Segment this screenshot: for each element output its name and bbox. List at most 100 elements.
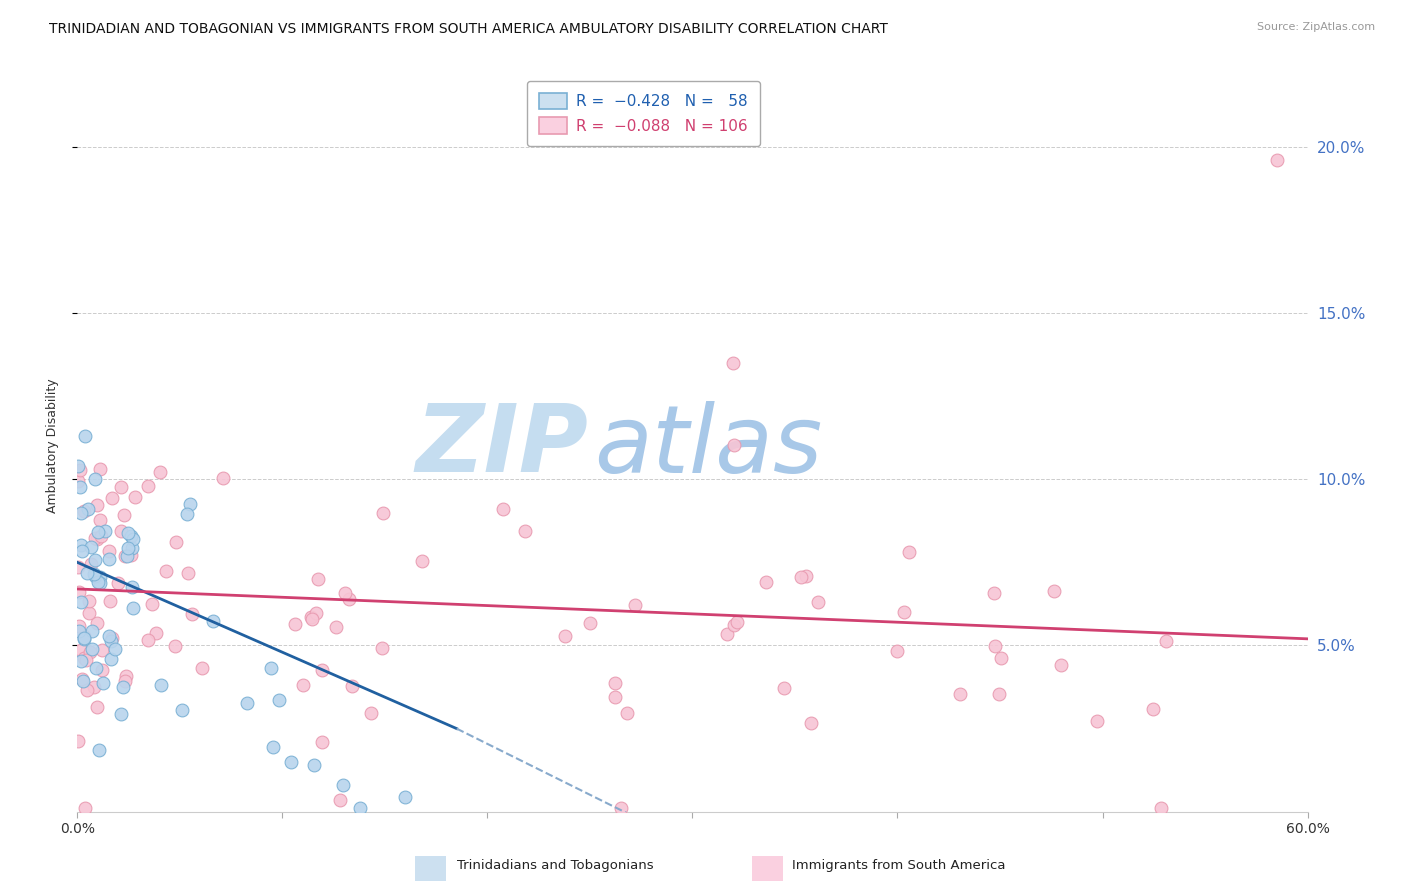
Point	[609, 801, 631, 815]
Point	[603, 675, 626, 690]
Point	[307, 573, 329, 587]
Point	[800, 715, 823, 730]
Point	[70, 643, 93, 657]
Point	[983, 586, 1005, 600]
Point	[100, 491, 122, 505]
Point	[67, 474, 90, 488]
Point	[121, 580, 143, 594]
Point	[773, 681, 796, 695]
Point	[83, 569, 105, 583]
Point	[136, 632, 159, 647]
Point	[893, 605, 915, 619]
Point	[605, 690, 627, 705]
Point	[337, 591, 360, 606]
Point	[101, 631, 124, 645]
Point	[145, 625, 167, 640]
Point	[67, 459, 90, 474]
Point	[165, 639, 187, 653]
Point	[115, 549, 138, 564]
Point	[155, 564, 177, 578]
Point	[72, 543, 94, 558]
Text: Trinidadians and Tobagonians: Trinidadians and Tobagonians	[457, 859, 654, 872]
Point	[329, 792, 352, 806]
Point	[342, 679, 364, 693]
Point	[180, 607, 202, 622]
Point	[491, 502, 513, 516]
Point	[89, 576, 111, 591]
Point	[110, 706, 132, 721]
Point	[202, 614, 225, 628]
Point	[1149, 801, 1171, 815]
Point	[755, 574, 778, 589]
Point	[325, 620, 347, 634]
Point	[138, 479, 160, 493]
Point	[120, 529, 142, 543]
Point	[97, 629, 120, 643]
Point	[73, 801, 96, 815]
Point	[121, 541, 143, 556]
Point	[76, 502, 98, 516]
Point	[333, 586, 356, 600]
Point	[104, 642, 127, 657]
Point	[886, 644, 908, 658]
Point	[723, 618, 745, 632]
Point	[89, 513, 111, 527]
Point	[112, 508, 135, 522]
Point	[90, 663, 112, 677]
Point	[110, 524, 132, 538]
Point	[260, 661, 283, 675]
Point	[77, 607, 100, 621]
Point	[394, 789, 416, 804]
Point	[72, 632, 94, 646]
Point	[98, 594, 121, 608]
Point	[84, 661, 107, 675]
Point	[107, 575, 129, 590]
Text: TRINIDADIAN AND TOBAGONIAN VS IMMIGRANTS FROM SOUTH AMERICA AMBULATORY DISABILIT: TRINIDADIAN AND TOBAGONIAN VS IMMIGRANTS…	[49, 22, 889, 37]
Point	[72, 673, 94, 688]
Point	[117, 541, 139, 555]
Point	[349, 801, 371, 815]
FancyBboxPatch shape	[745, 850, 790, 888]
Point	[1142, 701, 1164, 715]
Point	[83, 472, 105, 486]
Point	[311, 735, 333, 749]
Point	[120, 548, 142, 562]
Point	[179, 497, 201, 511]
Point	[624, 598, 647, 612]
Point	[122, 532, 145, 546]
Point	[990, 651, 1012, 665]
Point	[93, 524, 115, 538]
Point	[725, 615, 748, 629]
Point	[110, 480, 132, 494]
Point	[90, 529, 112, 543]
Point	[69, 463, 91, 477]
Point	[114, 549, 136, 563]
Point	[370, 640, 392, 655]
Point	[302, 757, 325, 772]
Point	[898, 545, 921, 559]
Point	[80, 540, 103, 554]
Point	[90, 643, 112, 657]
FancyBboxPatch shape	[408, 850, 453, 888]
Point	[141, 598, 163, 612]
Point	[86, 498, 108, 512]
Point	[83, 531, 105, 545]
Point	[165, 535, 187, 549]
Point	[291, 678, 314, 692]
Point	[87, 574, 110, 589]
Point	[176, 507, 198, 521]
Point	[411, 554, 433, 568]
Point	[70, 506, 93, 520]
Point	[1085, 714, 1108, 728]
Point	[280, 755, 302, 769]
Point	[67, 624, 90, 639]
Point	[236, 696, 259, 710]
Point	[616, 706, 638, 721]
Point	[269, 693, 291, 707]
Point	[75, 429, 97, 443]
Point	[1050, 658, 1073, 673]
Point	[807, 595, 830, 609]
Point	[83, 553, 105, 567]
Point	[301, 612, 323, 626]
Point	[73, 631, 96, 645]
